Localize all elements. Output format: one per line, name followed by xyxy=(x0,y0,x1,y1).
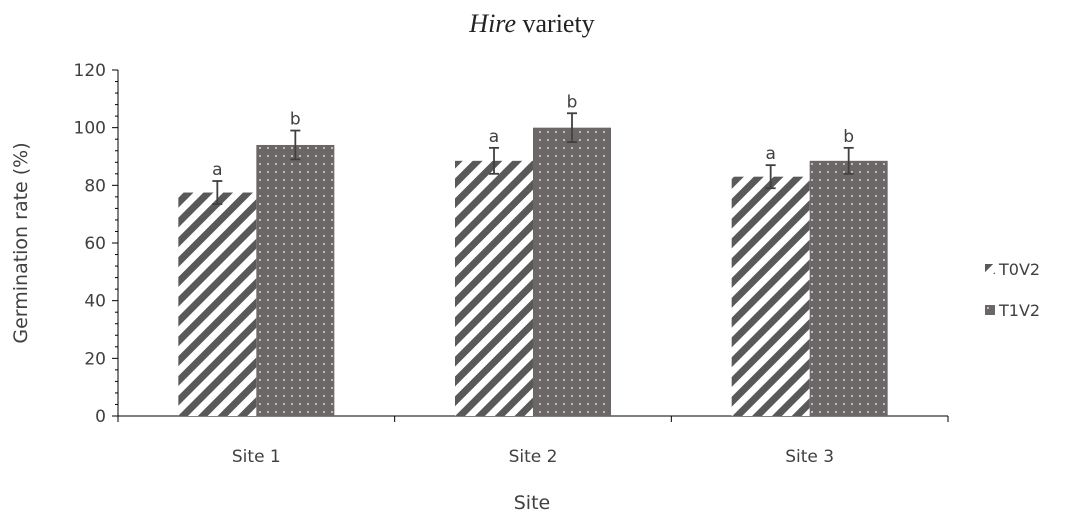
significance-label: a xyxy=(212,160,222,180)
legend-swatch-t1v2 xyxy=(985,305,995,315)
y-tick-label: 60 xyxy=(84,234,106,254)
chart-title: Hire variety xyxy=(468,9,594,38)
significance-label: a xyxy=(489,127,499,147)
legend: T0V2 T1V2 xyxy=(985,260,1040,320)
significance-label: a xyxy=(765,144,775,164)
y-tick-label: 20 xyxy=(84,349,106,369)
significance-label: b xyxy=(290,110,301,130)
bar-t1v2 xyxy=(809,160,888,416)
bar-t0v2 xyxy=(731,176,810,416)
y-tick-label: 0 xyxy=(95,407,106,427)
significance-label: b xyxy=(567,92,578,112)
y-tick-label: 100 xyxy=(74,119,106,139)
x-tick-label: Site 2 xyxy=(509,447,558,467)
legend-label-t1v2: T1V2 xyxy=(998,301,1040,320)
legend-swatch-t0v2 xyxy=(985,264,995,274)
y-tick-label: 120 xyxy=(74,61,106,81)
bar-t1v2 xyxy=(533,127,611,417)
x-tick-label: Site 3 xyxy=(785,447,834,467)
y-axis-label: Germination rate (%) xyxy=(10,142,32,343)
legend-label-t0v2: T0V2 xyxy=(998,260,1040,279)
significance-label: b xyxy=(843,127,854,147)
y-tick-label: 40 xyxy=(84,292,106,312)
bar-t0v2 xyxy=(178,192,257,416)
x-tick-label: Site 1 xyxy=(232,447,281,467)
x-axis-label: Site xyxy=(514,492,550,514)
bar-t0v2 xyxy=(455,160,533,416)
bar-t1v2 xyxy=(256,144,335,416)
plot-area: 0 20 40 60 80 100 120 Site 1 a b Site 2 a b Site 3 a b xyxy=(74,61,949,467)
y-tick-label: 80 xyxy=(84,176,106,196)
